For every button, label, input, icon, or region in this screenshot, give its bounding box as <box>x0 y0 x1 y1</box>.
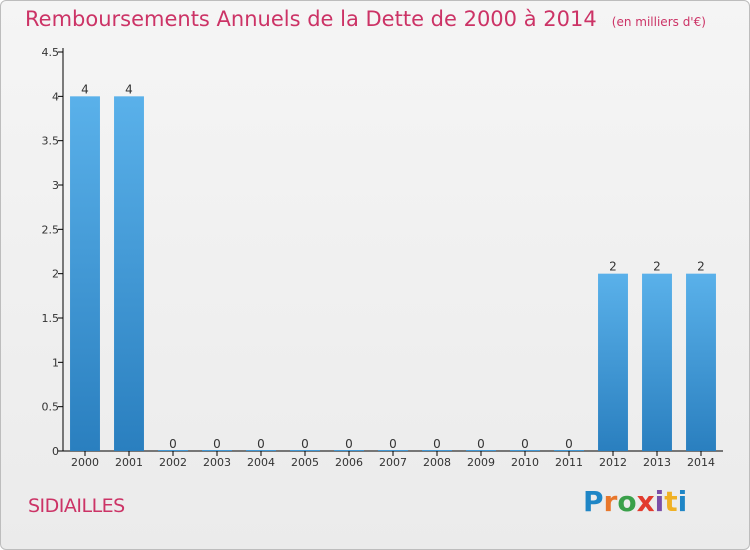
x-tick-label-2003: 2003 <box>203 456 231 469</box>
y-tick-label: 4.5 <box>42 46 60 59</box>
bar-2009 <box>466 450 496 451</box>
data-label-2010: 0 <box>521 437 529 451</box>
bar-2011 <box>554 450 584 451</box>
x-tick-label-2009: 2009 <box>467 456 495 469</box>
y-tick-label: 3.5 <box>42 135 60 148</box>
y-tick-label: 0 <box>52 445 59 458</box>
x-tick-label-2012: 2012 <box>599 456 627 469</box>
y-tick-label: 1.5 <box>42 312 60 325</box>
y-tick-label: 0.5 <box>42 401 60 414</box>
commune-name: SIDIAILLES <box>28 495 125 517</box>
x-tick-label-2010: 2010 <box>511 456 539 469</box>
bar-2003 <box>202 450 232 451</box>
x-tick-label-2005: 2005 <box>291 456 319 469</box>
bar-2004 <box>246 450 276 451</box>
y-tick-label: 4 <box>52 90 59 103</box>
bar-2012 <box>598 273 628 451</box>
y-tick-label: 2 <box>52 268 59 281</box>
bar-2001 <box>114 96 144 451</box>
x-tick-label-2013: 2013 <box>643 456 671 469</box>
bar-2008 <box>422 450 452 451</box>
data-label-2012: 2 <box>609 260 617 274</box>
bar-2014 <box>686 273 716 451</box>
data-label-2013: 2 <box>653 260 661 274</box>
data-label-2005: 0 <box>301 437 309 451</box>
x-tick-label-2011: 2011 <box>555 456 583 469</box>
y-tick-label: 3 <box>52 179 59 192</box>
bar-2005 <box>290 450 320 451</box>
data-label-2011: 0 <box>565 437 573 451</box>
chart-title-block: Remboursements Annuels de la Dette de 20… <box>25 7 706 31</box>
x-tick-label-2004: 2004 <box>247 456 275 469</box>
data-label-2006: 0 <box>345 437 353 451</box>
unit-note: (en milliers d'€) <box>611 15 706 29</box>
bar-2002 <box>158 450 188 451</box>
chart-title: Remboursements Annuels de la Dette de 20… <box>25 7 597 31</box>
bar-2000 <box>70 96 100 451</box>
bar-2013 <box>642 273 672 451</box>
data-label-2000: 4 <box>81 82 89 96</box>
x-tick-label-2014: 2014 <box>687 456 715 469</box>
data-label-2014: 2 <box>697 260 705 274</box>
x-tick-label-2007: 2007 <box>379 456 407 469</box>
data-label-2009: 0 <box>477 437 485 451</box>
x-tick-label-2008: 2008 <box>423 456 451 469</box>
bar-2007 <box>378 450 408 451</box>
data-label-2002: 0 <box>169 437 177 451</box>
y-tick-label: 1 <box>52 356 59 369</box>
proxiti-logo[interactable]: Proxiti <box>583 485 688 518</box>
data-label-2007: 0 <box>389 437 397 451</box>
data-label-2003: 0 <box>213 437 221 451</box>
x-tick-label-2002: 2002 <box>159 456 187 469</box>
x-tick-label-2000: 2000 <box>71 456 99 469</box>
x-tick-label-2001: 2001 <box>115 456 143 469</box>
data-label-2001: 4 <box>125 82 133 96</box>
y-tick-label: 2.5 <box>42 223 60 236</box>
bar-2010 <box>510 450 540 451</box>
x-tick-label-2006: 2006 <box>335 456 363 469</box>
bar-2006 <box>334 450 364 451</box>
data-label-2004: 0 <box>257 437 265 451</box>
data-label-2008: 0 <box>433 437 441 451</box>
